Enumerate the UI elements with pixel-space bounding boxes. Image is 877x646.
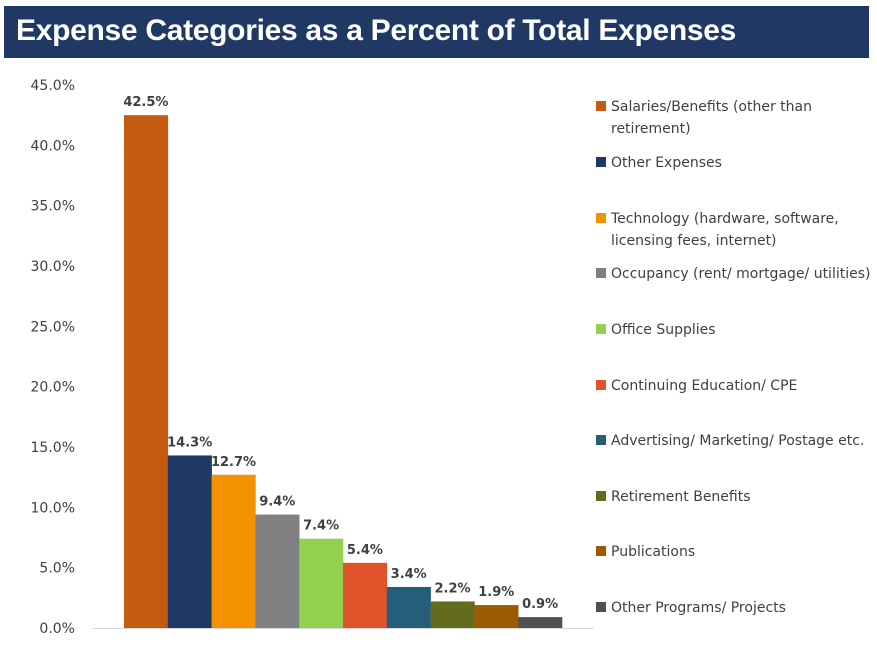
bar [343,562,388,628]
legend-item: Retirement Benefits [596,486,873,508]
legend-swatch-icon [596,101,606,111]
legend-label: Office Supplies [611,322,716,338]
data-label: 7.4% [303,519,339,534]
data-label: 5.4% [347,543,383,558]
data-label: 1.9% [478,585,514,600]
legend-swatch-icon [596,380,606,390]
bar [474,605,519,628]
legend-label: Advertising/ Marketing/ Postage etc. [611,433,865,449]
legend-swatch-icon [596,602,606,612]
legend-label: Other Programs/ Projects [611,600,786,616]
data-label: 14.3% [167,435,212,450]
data-label: 2.2% [434,581,470,596]
data-labels: 42.5% 14.3% 12.7% 9.4% 7.4% 5.4% 3.4% 2.2% 1.9% 0… [123,95,558,612]
legend-item: Technology (hardware, software, licensin… [596,208,873,252]
bar [386,586,431,628]
bars [124,115,563,628]
legend-label: Publications [611,544,696,560]
data-label: 42.5% [123,95,168,110]
legend-item: Salaries/Benefits (other than retirement… [596,96,873,140]
y-tick-label: 0.0% [39,621,75,637]
legend-label: Occupancy (rent/ mortgage/ utilities) [611,266,871,282]
legend-swatch-icon [596,213,606,223]
y-tick-label: 25.0% [31,319,75,335]
y-tick-label: 45.0% [31,78,75,94]
bar [167,455,212,628]
chart-title: Expense Categories as a Percent of Total… [16,14,737,47]
legend-item: Continuing Education/ CPE [596,375,873,397]
bar [211,474,256,628]
y-axis: 0.0% 5.0% 10.0% 15.0% 20.0% 25.0% 30.0% 35.0% 40… [31,78,75,637]
y-tick-label: 10.0% [31,500,75,516]
y-tick-label: 35.0% [31,199,75,215]
legend-item: Other Expenses [596,152,873,174]
legend-label: Other Expenses [611,155,722,171]
y-tick-label: 5.0% [39,561,75,577]
data-label: 12.7% [211,455,256,470]
legend-label: Continuing Education/ CPE [611,378,798,394]
bar [518,617,563,628]
data-label: 9.4% [259,495,295,510]
legend-swatch-icon [596,546,606,556]
y-tick-label: 20.0% [31,380,75,396]
legend-item: Other Programs/ Projects [596,597,873,619]
legend-swatch-icon [596,491,606,501]
legend-item: Publications [596,541,873,563]
bar [430,601,475,628]
bar [299,538,344,628]
legend-swatch-icon [596,435,606,445]
y-tick-label: 15.0% [31,440,75,456]
bar [255,514,300,628]
legend-item: Office Supplies [596,319,873,341]
legend-item: Advertising/ Marketing/ Postage etc. [596,430,873,452]
data-label: 0.9% [522,597,558,612]
legend-swatch-icon [596,268,606,278]
bar [124,115,169,628]
legend-label: Technology (hardware, software, licensin… [611,211,839,249]
legend-swatch-icon [596,324,606,334]
title-bar: Expense Categories as a Percent of Total… [4,6,869,58]
legend-label: Retirement Benefits [611,489,751,505]
legend-item: Occupancy (rent/ mortgage/ utilities) [596,263,873,285]
data-label: 3.4% [391,567,427,582]
y-tick-label: 30.0% [31,259,75,275]
y-tick-label: 40.0% [31,138,75,154]
legend-label: Salaries/Benefits (other than retirement… [611,99,812,137]
legend-swatch-icon [596,157,606,167]
